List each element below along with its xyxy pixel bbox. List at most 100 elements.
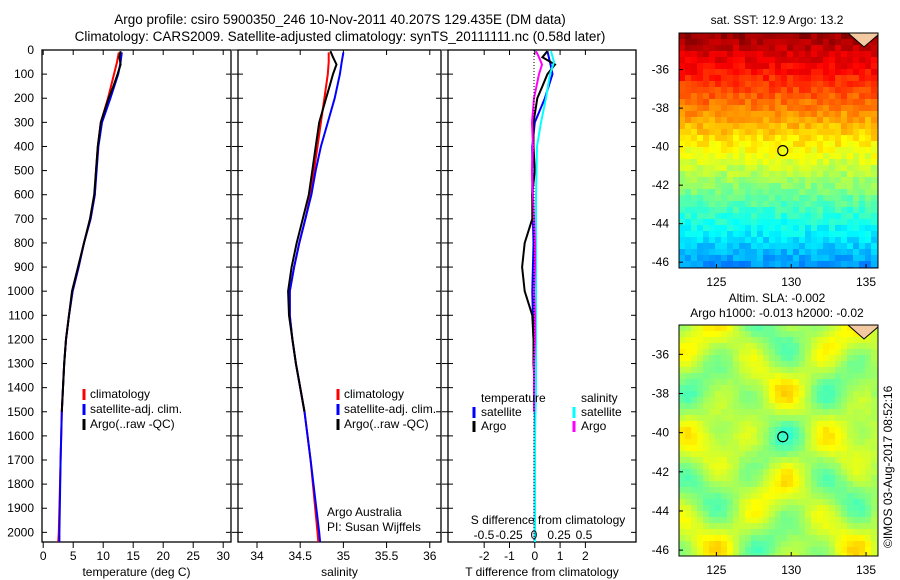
map-cell [763,391,769,397]
map-cell [721,249,727,255]
map-cell [775,111,781,117]
map-cell [829,349,835,355]
map-cell [703,99,709,105]
map-cell [805,105,811,111]
map-cell [799,397,805,403]
map-cell [787,213,793,219]
map-cell [739,237,745,243]
map-cell [739,361,745,367]
map-cell [805,141,811,147]
y-tick-label: -36 [652,347,670,361]
map-cell [847,129,853,135]
map-cell [871,93,877,99]
map-cell [799,57,805,63]
x-tick-label: 25 [187,549,201,563]
map-cell [835,225,841,231]
map-cell [751,123,757,129]
map-cell [799,529,805,535]
map-cell [853,463,859,469]
map-cell [703,201,709,207]
y-tick-label: -40 [652,140,670,154]
map-cell [787,343,793,349]
sla-map-title: Altim. SLA: -0.002 [729,291,826,305]
map-cell [781,147,787,153]
map-cell [823,325,829,331]
map-cell [721,547,727,553]
map-cell [775,487,781,493]
map-cell [679,123,685,129]
map-cell [715,463,721,469]
map-cell [709,57,715,63]
map-cell [853,541,859,547]
map-cell [775,493,781,499]
map-cell [823,379,829,385]
map-cell [697,141,703,147]
map-cell [865,469,871,475]
map-cell [775,135,781,141]
map-cell [781,207,787,213]
map-cell [739,243,745,249]
map-cell [799,243,805,249]
map-cell [715,397,721,403]
map-cell [787,189,793,195]
map-cell [841,451,847,457]
map-cell [811,391,817,397]
map-cell [835,457,841,463]
map-cell [679,111,685,117]
map-cell [679,141,685,147]
map-cell [829,475,835,481]
map-cell [757,111,763,117]
map-cell [769,517,775,523]
map-cell [853,553,859,556]
map-cell [679,475,685,481]
map-cell [835,385,841,391]
map-cell [781,499,787,505]
map-cell [763,547,769,553]
map-cell [745,171,751,177]
map-cell [811,379,817,385]
map-cell [679,439,685,445]
map-cell [865,367,871,373]
map-cell [727,153,733,159]
map-cell [781,261,787,267]
map-cell [733,219,739,225]
map-cell [775,337,781,343]
map-cell [805,355,811,361]
map-cell [775,141,781,147]
map-cell [871,225,877,231]
map-cell [823,183,829,189]
map-cell [799,63,805,69]
map-cell [835,535,841,541]
map-cell [733,249,739,255]
map-cell [805,451,811,457]
map-cell [721,207,727,213]
map-cell [769,553,775,556]
map-cell [691,237,697,243]
map-cell [865,379,871,385]
map-cell [811,153,817,159]
map-cell [721,111,727,117]
map-cell [835,141,841,147]
map-cell [787,75,793,81]
map-cell [787,207,793,213]
map-cell [811,123,817,129]
map-cell [751,535,757,541]
map-cell [841,349,847,355]
map-cell [679,403,685,409]
legend-label: Argo [481,419,507,433]
map-cell [817,45,823,51]
map-cell [691,445,697,451]
map-cell [817,433,823,439]
map-cell [697,129,703,135]
map-cell [847,373,853,379]
map-cell [781,529,787,535]
map-cell [853,45,859,51]
map-cell [757,171,763,177]
map-cell [859,171,865,177]
map-cell [823,39,829,45]
map-cell [817,463,823,469]
map-cell [763,129,769,135]
map-cell [745,355,751,361]
map-cell [793,51,799,57]
map-cell [859,81,865,87]
